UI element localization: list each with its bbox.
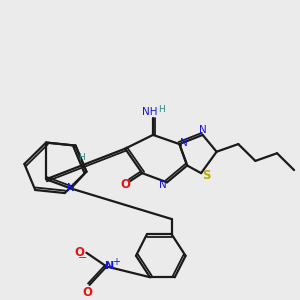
Text: O: O: [74, 246, 84, 259]
Text: NH: NH: [142, 107, 158, 117]
Text: O: O: [120, 178, 130, 190]
Text: N: N: [179, 138, 187, 148]
Text: S: S: [202, 169, 210, 182]
Text: H: H: [78, 153, 85, 162]
Text: +: +: [112, 256, 120, 267]
Text: −: −: [78, 253, 87, 263]
Text: N: N: [105, 262, 114, 272]
Text: N: N: [199, 125, 206, 135]
Text: H: H: [158, 105, 164, 114]
Text: N: N: [67, 184, 75, 194]
Text: N: N: [159, 180, 167, 190]
Text: O: O: [82, 286, 92, 299]
